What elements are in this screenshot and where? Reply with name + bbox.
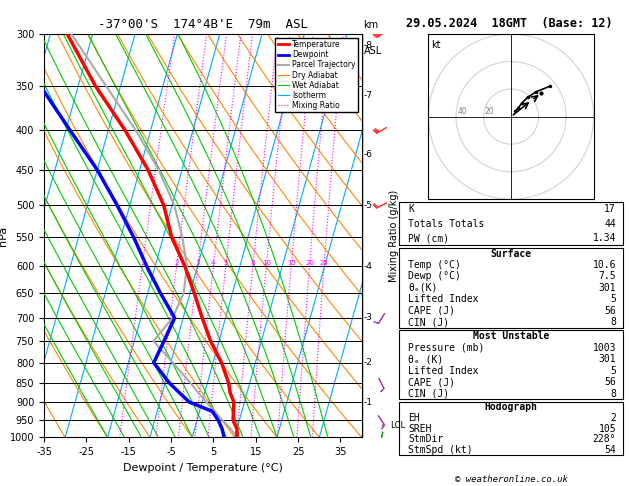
Text: © weatheronline.co.uk: © weatheronline.co.uk	[455, 474, 567, 484]
Text: ASL: ASL	[364, 46, 382, 56]
Text: CAPE (J): CAPE (J)	[408, 377, 455, 387]
Text: K: K	[408, 204, 415, 214]
Text: Temp (°C): Temp (°C)	[408, 260, 461, 270]
Text: Totals Totals: Totals Totals	[408, 219, 485, 228]
Text: 5: 5	[223, 260, 228, 266]
Text: 17: 17	[604, 204, 616, 214]
Text: 7.5: 7.5	[598, 272, 616, 281]
Text: 25: 25	[320, 260, 328, 266]
Text: PW (cm): PW (cm)	[408, 233, 450, 243]
Text: 2: 2	[610, 413, 616, 423]
Text: 228°: 228°	[593, 434, 616, 444]
Text: 1: 1	[140, 260, 145, 266]
Text: 3: 3	[196, 260, 200, 266]
Text: 56: 56	[604, 306, 616, 316]
Text: Dewp (°C): Dewp (°C)	[408, 272, 461, 281]
Text: 29.05.2024  18GMT  (Base: 12): 29.05.2024 18GMT (Base: 12)	[406, 17, 612, 30]
Text: 20: 20	[485, 107, 494, 116]
Legend: Temperature, Dewpoint, Parcel Trajectory, Dry Adiabat, Wet Adiabat, Isotherm, Mi: Temperature, Dewpoint, Parcel Trajectory…	[276, 38, 358, 112]
Text: 4: 4	[211, 260, 216, 266]
Text: 8: 8	[610, 317, 616, 328]
Text: -1: -1	[364, 398, 372, 407]
Text: -3: -3	[364, 313, 372, 322]
X-axis label: Dewpoint / Temperature (°C): Dewpoint / Temperature (°C)	[123, 463, 283, 473]
Text: Lifted Index: Lifted Index	[408, 366, 479, 376]
Text: Lifted Index: Lifted Index	[408, 295, 479, 304]
Text: Hodograph: Hodograph	[484, 402, 538, 412]
Text: CAPE (J): CAPE (J)	[408, 306, 455, 316]
Text: -4: -4	[364, 262, 372, 271]
Text: 8: 8	[610, 389, 616, 399]
Text: CIN (J): CIN (J)	[408, 389, 450, 399]
Text: Surface: Surface	[491, 248, 532, 259]
Text: 105: 105	[598, 424, 616, 434]
Text: 5: 5	[610, 295, 616, 304]
Title: -37°00'S  174°4B'E  79m  ASL: -37°00'S 174°4B'E 79m ASL	[98, 18, 308, 32]
Text: -6: -6	[364, 150, 372, 159]
Text: 44: 44	[604, 219, 616, 228]
Text: -5: -5	[364, 201, 372, 209]
Text: 1.34: 1.34	[593, 233, 616, 243]
Text: 40: 40	[457, 107, 467, 116]
Text: -8: -8	[364, 40, 372, 50]
Text: Most Unstable: Most Unstable	[473, 331, 549, 341]
Text: SREH: SREH	[408, 424, 432, 434]
Text: StmDir: StmDir	[408, 434, 443, 444]
Text: θₑ(K): θₑ(K)	[408, 283, 438, 293]
Text: 301: 301	[598, 283, 616, 293]
Text: -7: -7	[364, 90, 372, 100]
Text: -2: -2	[364, 358, 372, 367]
Text: CIN (J): CIN (J)	[408, 317, 450, 328]
Text: 5: 5	[610, 366, 616, 376]
Text: StmSpd (kt): StmSpd (kt)	[408, 445, 473, 455]
Text: kt: kt	[431, 39, 441, 50]
Text: Pressure (mb): Pressure (mb)	[408, 343, 485, 353]
Text: 301: 301	[598, 354, 616, 364]
Text: 8: 8	[250, 260, 255, 266]
Text: km: km	[364, 20, 379, 30]
Y-axis label: hPa: hPa	[0, 226, 8, 246]
Text: 54: 54	[604, 445, 616, 455]
Text: 10: 10	[262, 260, 270, 266]
Text: EH: EH	[408, 413, 420, 423]
Text: 1003: 1003	[593, 343, 616, 353]
Text: Mixing Ratio (g/kg): Mixing Ratio (g/kg)	[389, 190, 399, 282]
Text: θₑ (K): θₑ (K)	[408, 354, 443, 364]
Text: 2: 2	[174, 260, 179, 266]
Text: 56: 56	[604, 377, 616, 387]
Text: 15: 15	[287, 260, 296, 266]
Text: LCL: LCL	[390, 421, 405, 430]
Text: 10.6: 10.6	[593, 260, 616, 270]
Text: 20: 20	[305, 260, 314, 266]
